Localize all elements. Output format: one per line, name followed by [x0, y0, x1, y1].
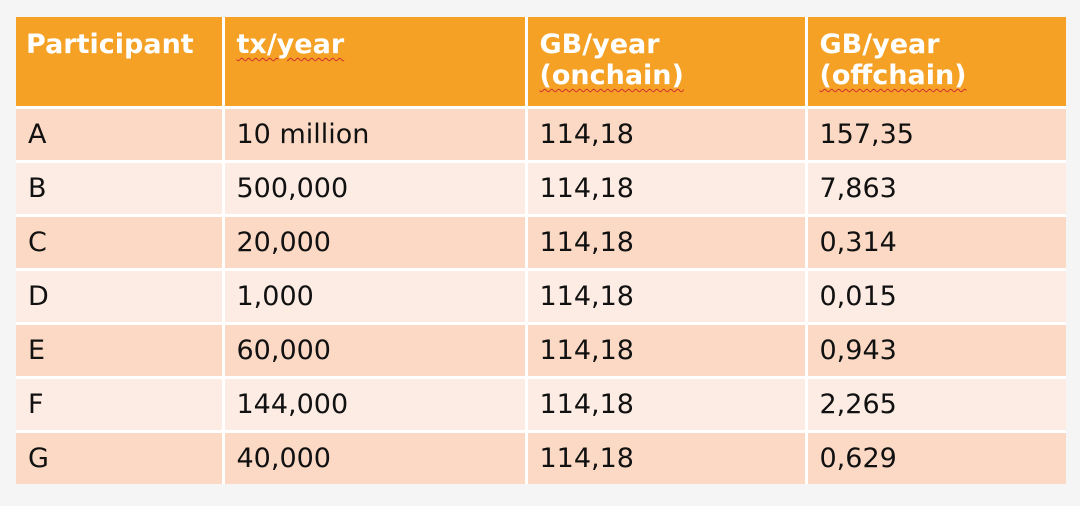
header-gb-year-onchain: GB/year (onchain) — [526, 17, 808, 109]
cell-gb-onchain: 114,18 — [526, 107, 808, 163]
cell-gb-onchain: 114,18 — [526, 431, 808, 484]
table-row: D 1,000 114,18 0,015 — [16, 269, 1066, 325]
cell-gb-offchain: 157,35 — [806, 107, 1066, 163]
table-body: A 10 million 114,18 157,35 B 500,000 114… — [16, 107, 1066, 484]
cell-gb-offchain: 0,629 — [806, 431, 1066, 484]
cell-gb-offchain: 0,015 — [806, 269, 1066, 325]
cell-gb-offchain: 0,943 — [806, 323, 1066, 379]
cell-participant: A — [16, 107, 225, 163]
cell-gb-onchain: 114,18 — [526, 377, 808, 433]
data-table-container: Participant tx/year GB/year (onchain) GB… — [16, 17, 1066, 487]
table-row: A 10 million 114,18 157,35 — [16, 107, 1066, 163]
cell-tx-year: 10 million — [223, 107, 528, 163]
cell-tx-year: 144,000 — [223, 377, 528, 433]
cell-tx-year: 1,000 — [223, 269, 528, 325]
header-tx-year-label: tx/year — [236, 29, 345, 60]
header-gb-year-offchain: GB/year (offchain) — [806, 17, 1066, 109]
table-row: E 60,000 114,18 0,943 — [16, 323, 1066, 379]
cell-tx-year: 40,000 — [223, 431, 528, 484]
cell-participant: E — [16, 323, 225, 379]
header-participant-label: Participant — [26, 29, 194, 60]
table-row: G 40,000 114,18 0,629 — [16, 431, 1066, 484]
table-row: F 144,000 114,18 2,265 — [16, 377, 1066, 433]
table-header: Participant tx/year GB/year (onchain) GB… — [16, 17, 1066, 109]
table-row: B 500,000 114,18 7,863 — [16, 161, 1066, 217]
cell-gb-onchain: 114,18 — [526, 269, 808, 325]
cell-tx-year: 20,000 — [223, 215, 528, 271]
cell-participant: B — [16, 161, 225, 217]
cell-participant: G — [16, 431, 225, 484]
header-gb-year-onchain-line2: (onchain) — [539, 60, 684, 91]
participants-table: Participant tx/year GB/year (onchain) GB… — [16, 17, 1066, 484]
header-tx-year: tx/year — [223, 17, 528, 109]
table-row: C 20,000 114,18 0,314 — [16, 215, 1066, 271]
cell-tx-year: 60,000 — [223, 323, 528, 379]
cell-participant: F — [16, 377, 225, 433]
cell-participant: C — [16, 215, 225, 271]
header-gb-year-onchain-line1: GB/year — [539, 29, 660, 60]
cell-gb-offchain: 0,314 — [806, 215, 1066, 271]
header-gb-year-offchain-line2: (offchain) — [819, 60, 967, 91]
cell-gb-offchain: 7,863 — [806, 161, 1066, 217]
cell-participant: D — [16, 269, 225, 325]
header-participant: Participant — [16, 17, 225, 109]
cell-gb-onchain: 114,18 — [526, 215, 808, 271]
cell-gb-onchain: 114,18 — [526, 161, 808, 217]
cell-gb-onchain: 114,18 — [526, 323, 808, 379]
header-row: Participant tx/year GB/year (onchain) GB… — [16, 17, 1066, 109]
cell-gb-offchain: 2,265 — [806, 377, 1066, 433]
header-gb-year-offchain-line1: GB/year — [819, 29, 940, 60]
cell-tx-year: 500,000 — [223, 161, 528, 217]
